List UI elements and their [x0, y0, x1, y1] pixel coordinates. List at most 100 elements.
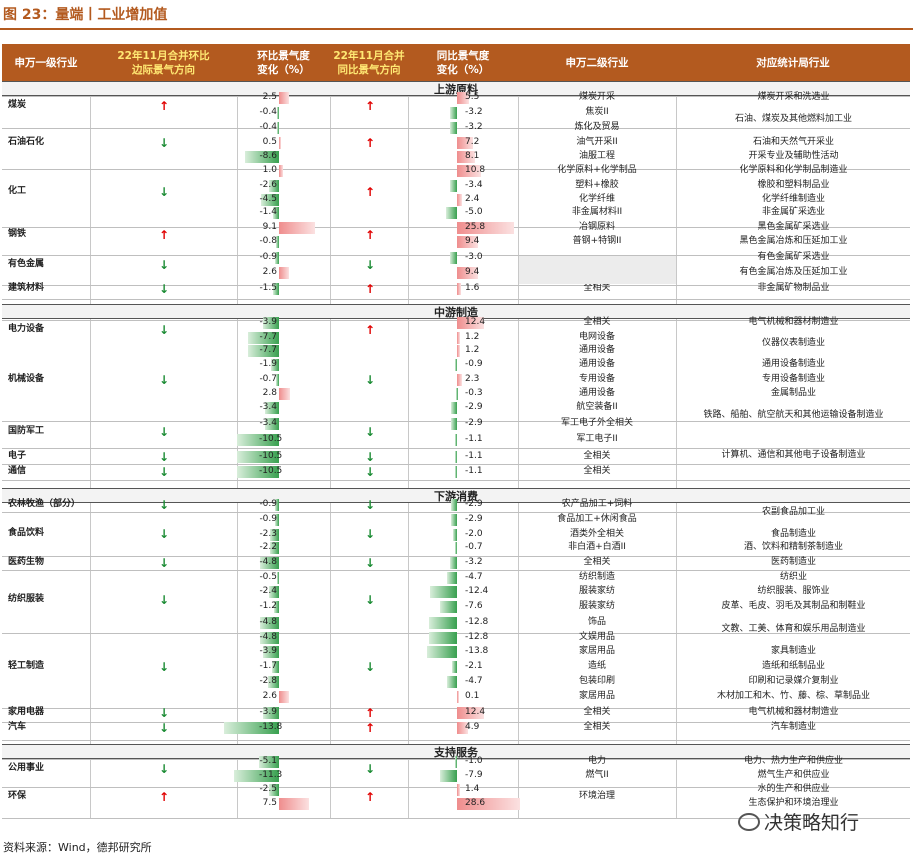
yoy-value: 1.6	[465, 283, 480, 293]
mom-value: -7.7	[259, 345, 277, 355]
sw1-industry: 食品饮料	[8, 528, 45, 538]
yoy-value: 2.3	[465, 374, 480, 384]
sw2-name: 全相关	[583, 707, 611, 717]
sw1-industry: 有色金属	[8, 259, 45, 269]
stat-industry: 黑色金属冶炼和压延加工业	[739, 236, 848, 246]
yoy-value: -5.0	[465, 207, 483, 217]
yoy-bar	[426, 646, 457, 658]
yoy-value: -2.9	[465, 499, 483, 509]
yoy-value: -4.7	[465, 572, 483, 582]
mom-value: -0.8	[259, 236, 277, 246]
mom-value: 2.6	[262, 691, 277, 701]
sw2-name: 造纸	[587, 661, 606, 671]
sw2-name: 农产品加工+饲料	[561, 499, 633, 509]
header-cell-6: 对应统计局行业	[756, 56, 830, 69]
mom-bar	[263, 646, 279, 658]
mom-direction-icon: ↓	[159, 282, 170, 296]
yoy-direction-icon: ↑	[365, 228, 376, 242]
mom-bar	[273, 283, 279, 295]
sw2-name: 酒类外全相关	[569, 529, 624, 539]
stat-industry: 农副食品加工业	[761, 507, 825, 517]
yoy-bar	[452, 661, 457, 673]
mom-bar	[279, 222, 316, 234]
row-divider	[2, 818, 910, 819]
mom-bar	[272, 661, 279, 673]
row-divider	[2, 722, 910, 723]
yoy-bar	[449, 557, 457, 569]
mom-value: -0.5	[259, 572, 277, 582]
yoy-value: 7.2	[465, 137, 480, 147]
yoy-value: -3.2	[465, 122, 483, 132]
yoy-bar	[454, 451, 457, 463]
sw2-name: 饰品	[587, 617, 606, 627]
sw2-name: 通用设备	[578, 359, 615, 369]
yoy-value: -2.9	[465, 514, 483, 524]
row-divider	[2, 96, 910, 97]
stat-industry: 黑色金属矿采选业	[757, 222, 830, 232]
yoy-direction-icon: ↑	[365, 706, 376, 720]
yoy-direction-icon: ↓	[365, 373, 376, 387]
sw2-name: 非白酒+白酒II	[568, 542, 626, 552]
yoy-direction-icon: ↓	[365, 258, 376, 272]
mom-bar	[237, 451, 279, 463]
mom-bar	[277, 122, 279, 134]
yoy-bar	[449, 180, 457, 192]
stat-industry: 生态保护和环境治理业	[748, 798, 839, 808]
yoy-bar	[450, 499, 457, 511]
sw2-name: 冶钢原料	[578, 222, 615, 232]
sw2-name: 化学原料+化学制品	[557, 165, 637, 175]
mom-bar	[277, 107, 279, 119]
mom-value: -4.5	[259, 194, 277, 204]
yoy-bar	[455, 542, 457, 554]
yoy-bar	[446, 207, 457, 219]
yoy-value: -7.9	[465, 770, 483, 780]
sw2-name: 全相关	[583, 722, 611, 732]
header-cell-5: 申万二级行业	[565, 56, 629, 69]
mom-value: -3.4	[259, 402, 277, 412]
yoy-bar	[457, 194, 463, 206]
row-divider	[2, 227, 910, 228]
header-cell-4: 同比景气度 变化（%）	[436, 49, 490, 76]
stat-industry: 纺织业	[779, 572, 807, 582]
yoy-bar	[452, 529, 457, 541]
yoy-value: -3.0	[465, 252, 483, 262]
empty-cell	[519, 256, 676, 284]
mom-direction-icon: ↓	[159, 136, 170, 150]
sw2-name: 油服工程	[578, 151, 615, 161]
mom-value: -4.8	[259, 617, 277, 627]
yoy-value: -1.0	[465, 756, 483, 766]
yoy-bar	[450, 402, 457, 414]
stat-industry: 非金属矿物制品业	[757, 283, 830, 293]
yoy-value: -0.9	[465, 359, 483, 369]
yoy-bar	[446, 676, 457, 688]
mom-direction-icon: ↓	[159, 425, 170, 439]
yoy-direction-icon: ↑	[365, 136, 376, 150]
wechat-icon	[738, 812, 760, 831]
yoy-bar	[450, 252, 457, 264]
sw1-industry: 电子	[8, 451, 27, 461]
mom-value: 0.5	[262, 137, 277, 147]
mom-value: -11.3	[259, 770, 283, 780]
mom-value: -2.2	[259, 542, 277, 552]
yoy-bar	[440, 601, 457, 613]
yoy-bar	[454, 466, 457, 478]
mom-bar	[267, 676, 279, 688]
sw2-name: 非金属材料II	[571, 207, 623, 217]
yoy-bar	[450, 514, 457, 526]
table-header: 申万一级行业 22年11月合并环比 边际景气方向 环比景气度 变化（%） 22年11月…	[2, 44, 910, 81]
yoy-value: -12.8	[465, 617, 489, 627]
mom-value: -4.8	[259, 632, 277, 642]
stat-industry: 电气机械和器材制造业	[748, 317, 839, 327]
row-divider	[2, 448, 910, 449]
mom-direction-icon: ↓	[159, 762, 170, 776]
column-divider	[676, 81, 677, 819]
row-divider	[2, 299, 910, 300]
mom-bar	[275, 514, 279, 526]
mom-bar	[279, 691, 290, 703]
yoy-bar	[457, 236, 478, 248]
mom-direction-icon: ↓	[159, 593, 170, 607]
yoy-value: -2.1	[465, 661, 483, 671]
yoy-value: 25.8	[465, 222, 486, 232]
sw2-name: 服装家纺	[578, 601, 615, 611]
mom-value: -13.8	[259, 722, 283, 732]
